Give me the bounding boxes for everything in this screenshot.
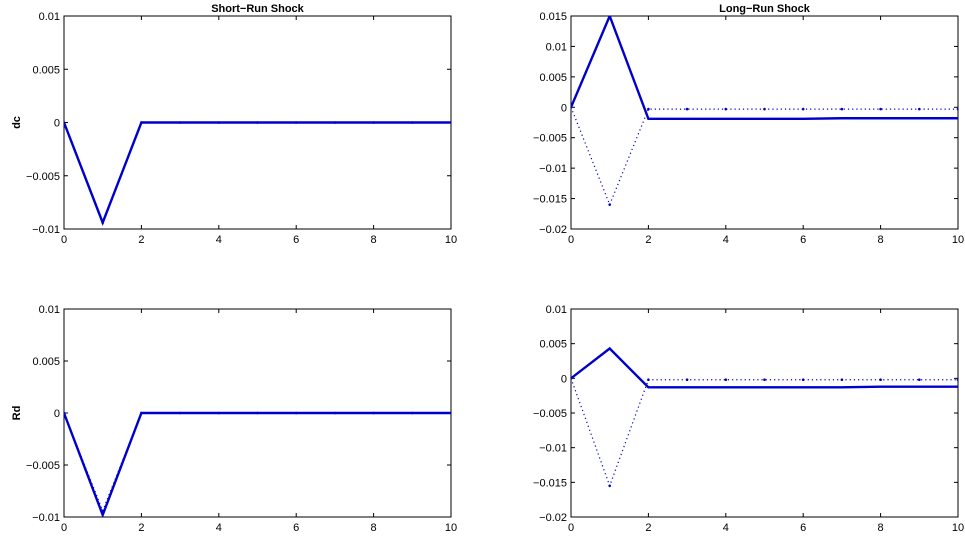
plot-area <box>64 121 451 226</box>
y-tick-label: 0 <box>54 408 60 420</box>
y-tick-label: −0.015 <box>533 477 567 489</box>
panel-short-run-rd: 0 2 4 6 8 10 −0.01 −0.005 0 0.005 0.01 Rd <box>11 304 457 534</box>
x-tick-label: 2 <box>645 522 651 534</box>
x-tick-label: 4 <box>216 522 222 534</box>
series-point <box>840 378 844 382</box>
y-tick-label: 0.01 <box>39 11 60 23</box>
x-tick-label: 8 <box>371 522 377 534</box>
y-tick-label: −0.02 <box>539 512 567 524</box>
y-tick-label: −0.01 <box>32 512 60 524</box>
y-tick-label: 0.005 <box>32 356 60 368</box>
y-tick-label: −0.01 <box>32 224 60 236</box>
y-tick-label: 0.005 <box>539 72 567 84</box>
chart-title: Short−Run Shock <box>211 3 304 15</box>
series-line-solid <box>64 121 451 226</box>
x-tick-label: 8 <box>878 234 884 246</box>
x-tick-label: 6 <box>293 522 299 534</box>
series-line-solid <box>571 16 958 121</box>
y-tick-label: −0.005 <box>533 408 567 420</box>
plot-area <box>571 16 958 207</box>
y-axis-label: Rd <box>11 406 23 421</box>
y-tick-label: −0.005 <box>26 171 60 183</box>
x-tick-label: 2 <box>138 522 144 534</box>
x-tick-label: 8 <box>371 234 377 246</box>
y-tick-label: 0.005 <box>539 339 567 351</box>
series-line-solid <box>571 346 958 389</box>
x-tick-label: 10 <box>952 234 964 246</box>
panel-long-run-rd: 0 2 4 6 8 10 −0.02 −0.015 −0.01 −0.005 0 0.005 0.01 <box>533 304 964 534</box>
series-point <box>647 107 650 111</box>
y-tick-label: 0.01 <box>546 304 567 316</box>
series-point <box>956 378 958 382</box>
x-tick-label: 4 <box>723 234 729 246</box>
x-tick-label: 4 <box>723 522 729 534</box>
series-point <box>763 378 766 382</box>
x-tick-label: 2 <box>138 234 144 246</box>
series-line-dotted <box>571 378 958 488</box>
x-tick-label: 4 <box>216 234 222 246</box>
y-tick-label: −0.005 <box>533 133 567 145</box>
axes-box <box>570 15 959 230</box>
series-point <box>879 107 882 111</box>
y-tick-label: −0.005 <box>26 460 60 472</box>
y-tick-label: −0.01 <box>539 443 567 455</box>
series-line-solid <box>64 411 451 517</box>
y-tick-label: 0.01 <box>546 41 567 53</box>
x-tick-label: 2 <box>645 234 651 246</box>
series-point <box>724 107 728 111</box>
y-axis-label: dc <box>11 116 23 129</box>
series-point <box>918 378 921 382</box>
y-tick-label: 0.01 <box>39 304 60 316</box>
series-point <box>801 378 805 382</box>
x-tick-label: 0 <box>61 522 67 534</box>
y-tick-label: −0.01 <box>539 163 567 175</box>
plot-area <box>571 346 958 488</box>
chart-title: Long−Run Shock <box>719 3 811 15</box>
series-point <box>685 378 689 382</box>
series-point <box>647 378 650 382</box>
y-tick-label: −0.02 <box>539 224 567 236</box>
y-tick-label: 0.015 <box>539 11 567 23</box>
panel-long-run-dc: 0 2 4 6 8 10 −0.02 −0.015 −0.01 −0.005 0 0.005 0.01 0… <box>533 3 964 246</box>
series-point <box>724 378 728 382</box>
series-point <box>763 107 766 111</box>
x-tick-label: 10 <box>445 234 457 246</box>
x-tick-label: 6 <box>800 522 806 534</box>
x-tick-label: 10 <box>445 522 457 534</box>
series-point <box>840 107 844 111</box>
y-tick-label: 0 <box>54 118 60 130</box>
axes-box <box>570 308 959 518</box>
x-tick-label: 0 <box>61 234 67 246</box>
series-point <box>879 378 882 382</box>
plot-area <box>64 411 451 517</box>
x-tick-label: 10 <box>952 522 964 534</box>
y-tick-label: 0 <box>561 102 567 114</box>
x-tick-label: 0 <box>568 522 574 534</box>
x-tick-label: 6 <box>800 234 806 246</box>
series-point <box>801 107 805 111</box>
series-point <box>956 107 958 111</box>
x-tick-label: 0 <box>568 234 574 246</box>
y-tick-label: 0 <box>561 373 567 385</box>
panel-short-run-dc: 0 2 4 6 8 10 −0.01 −0.005 0 0.005 0.01 Short−Run Sh… <box>11 3 457 246</box>
x-tick-label: 6 <box>293 234 299 246</box>
series-point <box>608 484 611 488</box>
series-point <box>918 107 921 111</box>
series-point <box>608 203 611 206</box>
series-point <box>685 107 689 111</box>
y-tick-label: −0.015 <box>533 194 567 206</box>
y-tick-label: 0.005 <box>32 64 60 76</box>
x-tick-label: 8 <box>878 522 884 534</box>
